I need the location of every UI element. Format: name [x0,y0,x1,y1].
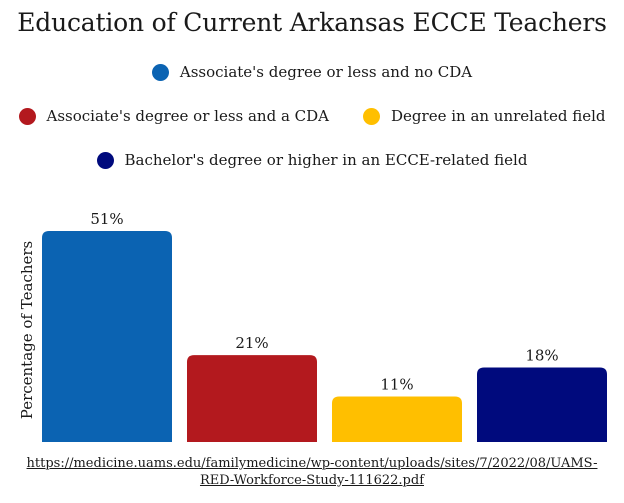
y-axis-label: Percentage of Teachers [18,241,36,419]
legend-swatch-yellow [363,107,381,125]
legend-item-unrelated: Degree in an unrelated field [363,107,605,125]
bar-chart-plot: Percentage of Teachers 51% 21% 11% 18% [18,210,607,442]
legend-label: Associate's degree or less and a CDA [46,107,330,125]
legend-item-no-cda: Associate's degree or less and no CDA [151,63,473,81]
bar [187,355,317,442]
legend-swatch-red [18,107,36,125]
legend-label: Degree in an unrelated field [391,107,606,125]
legend-row: Bachelor's degree or higher in an ECCE-r… [0,151,624,169]
legend-row: Associate's degree or less and a CDA Deg… [0,107,624,125]
bar [332,396,462,442]
source-link[interactable]: https://medicine.uams.edu/familymedicine… [27,456,598,488]
legend-swatch-navy [96,151,114,169]
legend-swatch-blue [151,63,169,81]
legend-item-cda: Associate's degree or less and a CDA [18,107,330,125]
bar-value-label: 11% [380,375,413,393]
bar [477,367,607,442]
chart-title: Education of Current Arkansas ECCE Teach… [17,8,607,37]
legend-label: Associate's degree or less and no CDA [179,63,473,81]
bar-value-label: 18% [525,347,558,365]
legend-row: Associate's degree or less and no CDA [0,63,624,81]
source-link-line-2: RED-Workforce-Study-111622.pdf [199,473,424,488]
source-link-line-1: https://medicine.uams.edu/familymedicine… [26,456,598,471]
bar-value-label: 21% [235,334,268,352]
legend-label: Bachelor's degree or higher in an ECCE-r… [124,151,528,169]
legend-item-bachelor: Bachelor's degree or higher in an ECCE-r… [96,151,528,169]
bar [42,231,172,442]
source-citation: https://medicine.uams.edu/familymedicine… [0,455,624,489]
bar-value-label: 51% [90,210,123,228]
